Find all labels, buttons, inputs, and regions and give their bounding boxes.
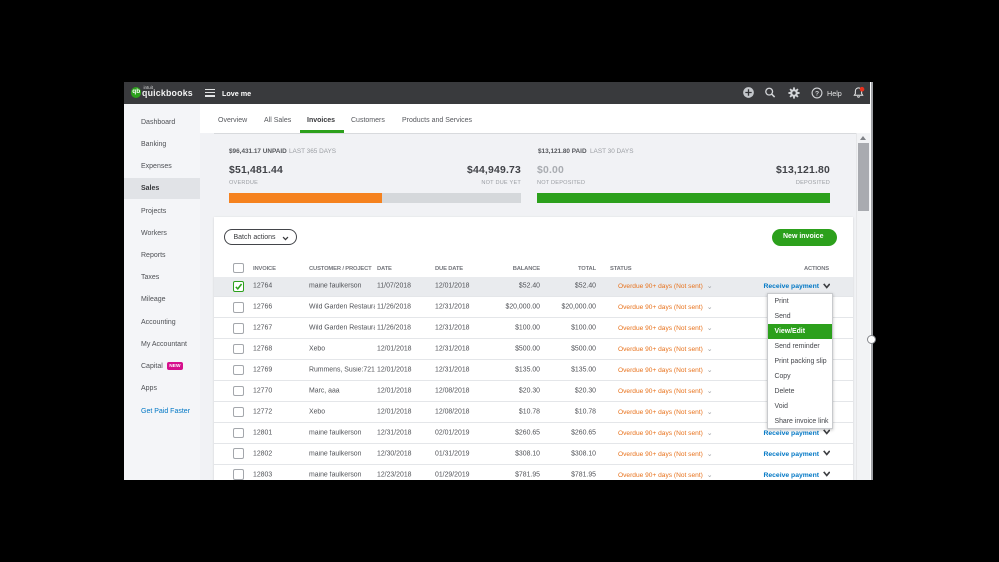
svg-text:?: ? — [814, 91, 818, 98]
